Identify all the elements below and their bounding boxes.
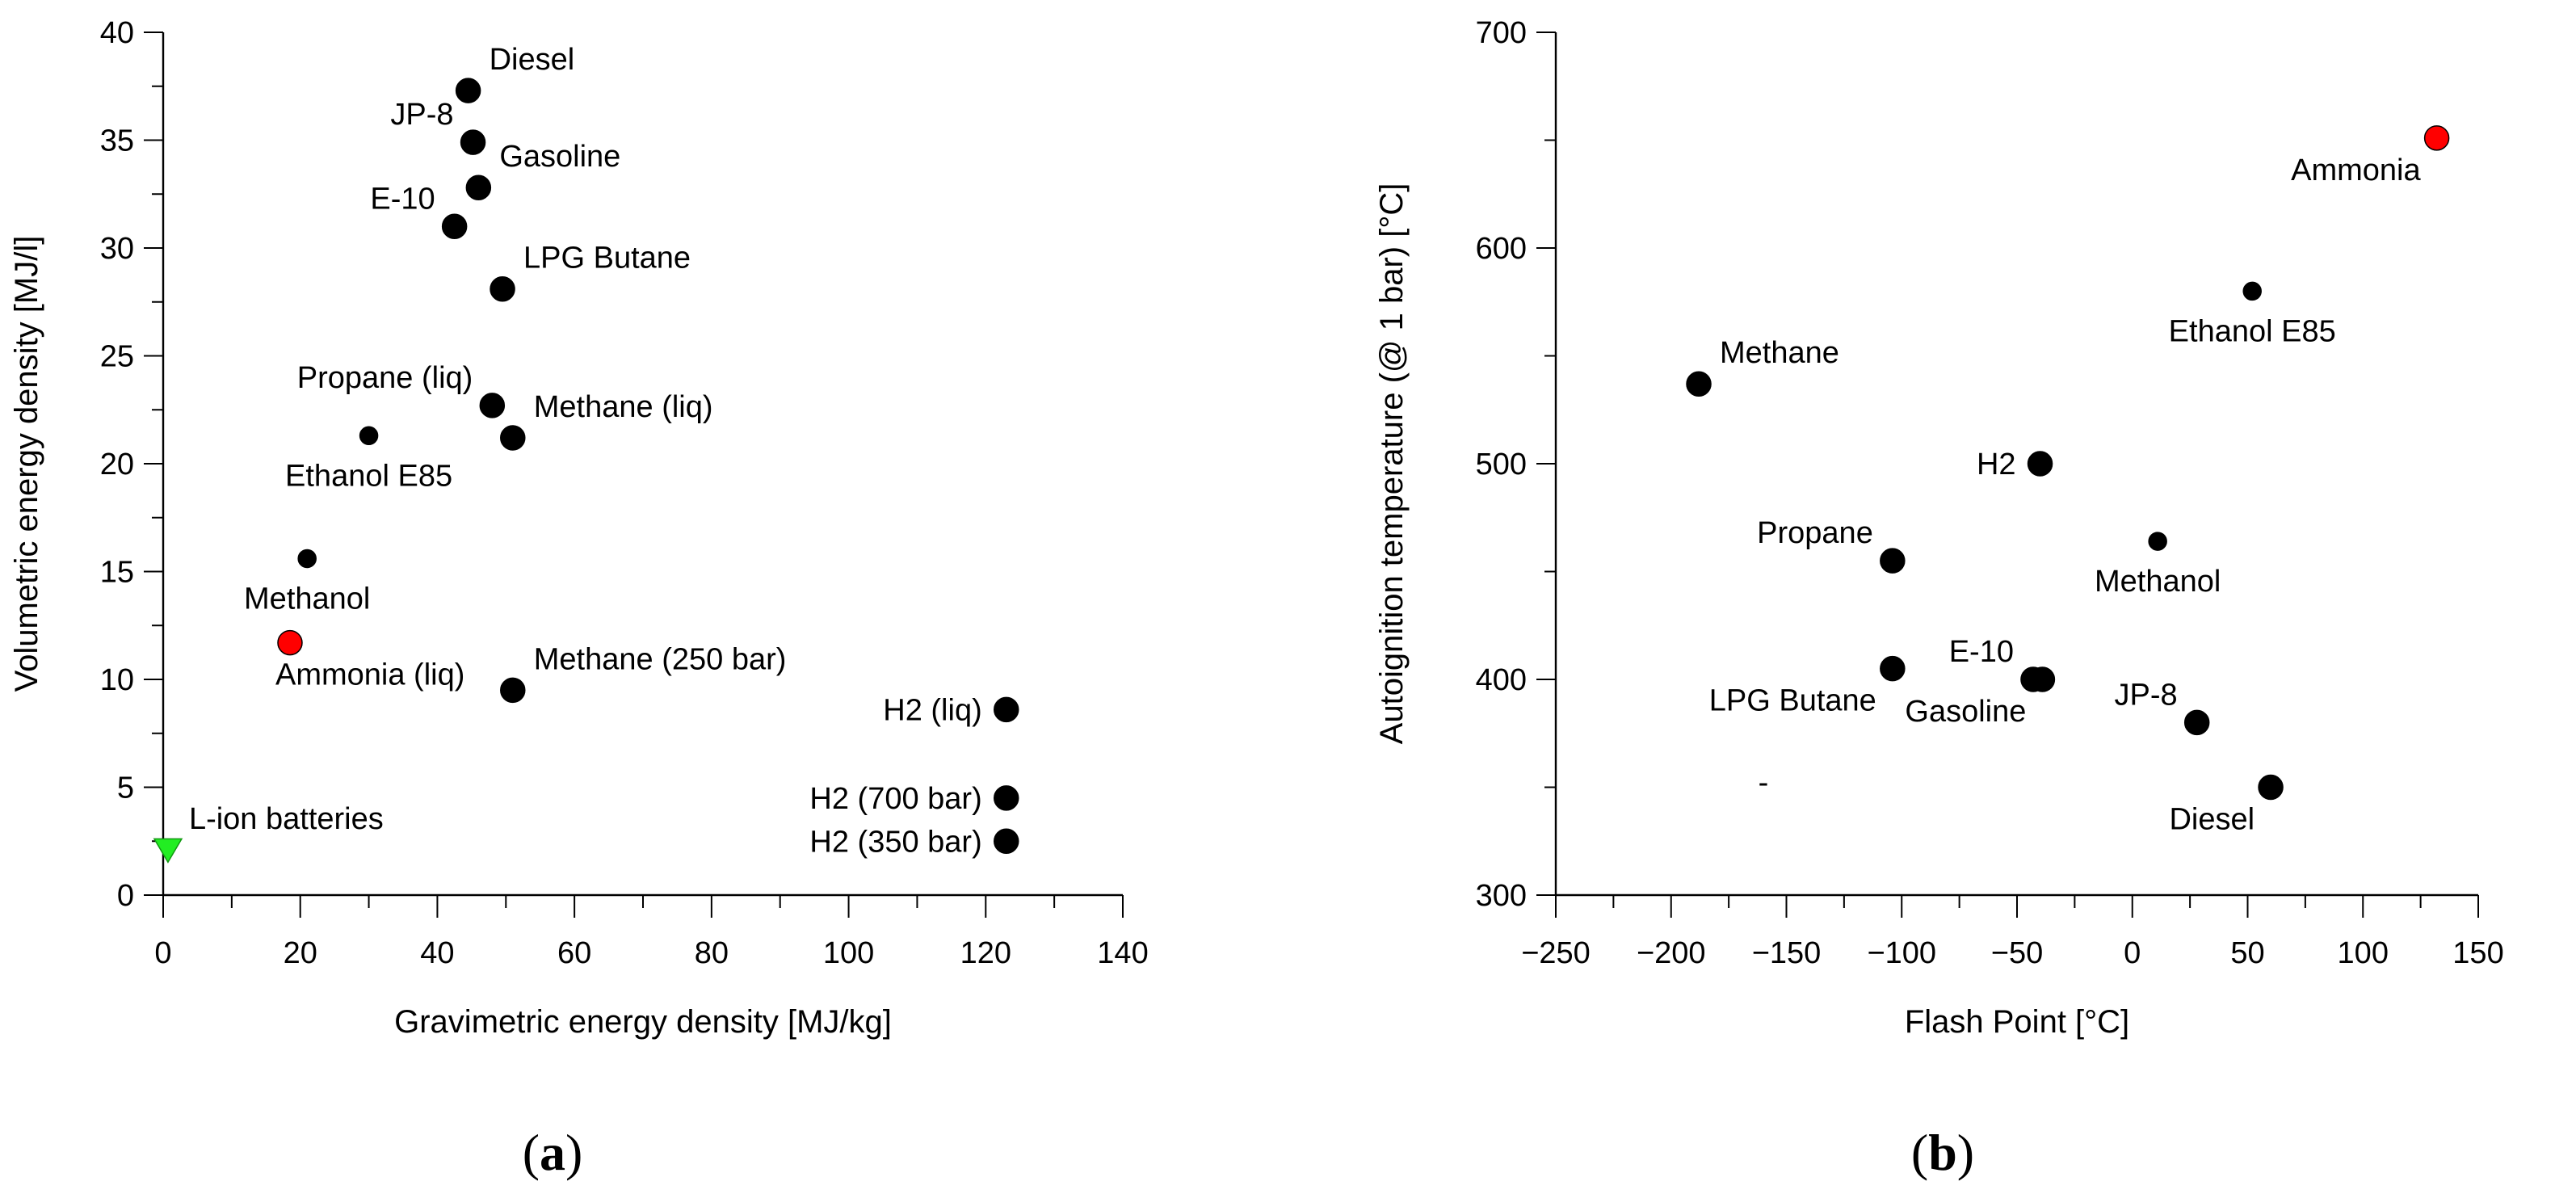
data-point-label: Methane xyxy=(1720,336,1839,370)
x-tick-label: 0 xyxy=(154,936,171,970)
data-point-label: Methane (liq) xyxy=(534,390,713,424)
panel-label: (a) xyxy=(523,1124,583,1181)
data-point-label: H2 (liq) xyxy=(883,693,981,727)
y-tick-label: 0 xyxy=(117,879,134,913)
y-axis-title: Autoignition temperature (@ 1 bar) [°C] xyxy=(1374,183,1410,745)
x-tick-label: 150 xyxy=(2452,936,2503,970)
stray-mark: - xyxy=(1759,766,1769,800)
x-tick-label: 60 xyxy=(557,936,591,970)
data-point xyxy=(2258,774,2284,801)
y-tick-label: 700 xyxy=(1476,16,1527,50)
data-point xyxy=(993,785,1019,811)
data-point xyxy=(465,174,492,200)
data-point xyxy=(277,629,303,656)
y-tick-label: 600 xyxy=(1476,232,1527,266)
y-tick-label: 20 xyxy=(100,448,134,481)
data-point xyxy=(500,677,526,704)
x-tick-label: −150 xyxy=(1752,936,1822,970)
chart-panel-b: −250 −200 −150 −100 −50 0 50 100 150 300 400 500 600… xyxy=(1374,16,2504,1181)
x-tick-label: 80 xyxy=(695,936,729,970)
data-point-label: Methanol xyxy=(2095,565,2221,599)
x-tick-label: −250 xyxy=(1521,936,1591,970)
data-point-label: H2 (350 bar) xyxy=(809,825,981,859)
data-point xyxy=(2148,532,2167,551)
data-point-label: Diesel xyxy=(490,43,575,77)
data-point xyxy=(460,129,486,155)
data-point-label: LPG Butane xyxy=(523,242,691,275)
panel-label: (b) xyxy=(1911,1124,1974,1181)
data-point-label: L-ion batteries xyxy=(189,802,384,836)
data-point-triangle xyxy=(153,838,183,864)
data-point-label: Propane (liq) xyxy=(297,361,473,395)
data-point xyxy=(479,393,506,418)
y-tick-label: 30 xyxy=(100,232,134,266)
chart-panel-a: 0 20 40 60 80 100 120 140 0 5 10 15 20 25 30 35 40 Gravim… xyxy=(9,16,1149,1181)
data-point xyxy=(359,426,379,446)
x-tick-label: −100 xyxy=(1867,936,1936,970)
data-point-label: LPG Butane xyxy=(1709,684,1876,718)
x-tick-label: 100 xyxy=(2338,936,2389,970)
data-point xyxy=(1880,548,1906,574)
data-point xyxy=(2423,125,2450,151)
y-tick-label: 400 xyxy=(1476,663,1527,697)
panel-label-letter: b xyxy=(1928,1124,1957,1181)
x-tick-label: 0 xyxy=(2124,936,2141,970)
data-point-label: Ammonia (liq) xyxy=(275,658,464,692)
x-tick-label: 140 xyxy=(1097,936,1148,970)
data-point-label: Methane (250 bar) xyxy=(534,642,787,676)
data-point-label: Gasoline xyxy=(1905,695,2026,729)
y-tick-label: 5 xyxy=(117,771,134,805)
x-tick-label: 120 xyxy=(960,936,1011,970)
data-point xyxy=(993,828,1019,854)
y-tick-label: 15 xyxy=(100,556,134,590)
data-point-label: Methanol xyxy=(244,582,370,616)
panel-label-letter: a xyxy=(540,1124,565,1181)
panel-label-close: ) xyxy=(565,1124,582,1181)
x-tick-label: 50 xyxy=(2230,936,2264,970)
x-tick-label: 100 xyxy=(823,936,874,970)
data-point-label: Gasoline xyxy=(499,140,620,174)
data-point-label: Ammonia xyxy=(2291,153,2421,187)
y-tick-label: 500 xyxy=(1476,448,1527,481)
data-point xyxy=(993,696,1019,723)
y-axis-title: Volumetric energy density [MJ/l] xyxy=(9,236,44,692)
data-point-label: Diesel xyxy=(2169,803,2255,837)
data-point xyxy=(2242,281,2262,301)
x-axis-title: Flash Point [°C] xyxy=(1905,1004,2129,1040)
x-tick-label: −50 xyxy=(1991,936,2043,970)
data-point-label: E-10 xyxy=(370,182,435,216)
data-point xyxy=(2183,709,2210,736)
data-point xyxy=(1880,655,1906,682)
data-point xyxy=(490,275,515,302)
y-tick-label: 40 xyxy=(100,16,134,50)
data-point xyxy=(297,549,317,569)
x-tick-label: 40 xyxy=(420,936,454,970)
data-point-label: E-10 xyxy=(1949,635,2014,669)
y-tick-label: 35 xyxy=(100,124,134,158)
data-point xyxy=(2027,451,2053,477)
data-point xyxy=(2029,666,2056,692)
y-tick-label: 25 xyxy=(100,340,134,374)
data-point xyxy=(1686,371,1712,397)
data-point-label: Propane xyxy=(1757,516,1873,550)
x-axis-title: Gravimetric energy density [MJ/kg] xyxy=(394,1004,892,1040)
panel-label-close: ) xyxy=(1957,1124,1974,1181)
data-point-label: Ethanol E85 xyxy=(2169,314,2336,348)
data-point-label: JP-8 xyxy=(2115,678,2178,712)
data-point-label: H2 xyxy=(1977,448,2016,481)
panel-label-open: ( xyxy=(1911,1124,1928,1181)
data-point xyxy=(500,425,526,451)
y-tick-label: 10 xyxy=(100,663,134,697)
data-point-label: H2 (700 bar) xyxy=(809,782,981,816)
y-tick-label: 300 xyxy=(1476,879,1527,913)
data-point xyxy=(441,213,468,240)
data-point-label: JP-8 xyxy=(390,98,453,132)
panel-label-open: ( xyxy=(523,1124,540,1181)
x-tick-label: 20 xyxy=(284,936,317,970)
data-point xyxy=(455,78,481,103)
data-point-label: Ethanol E85 xyxy=(285,459,452,493)
x-tick-label: −200 xyxy=(1637,936,1706,970)
